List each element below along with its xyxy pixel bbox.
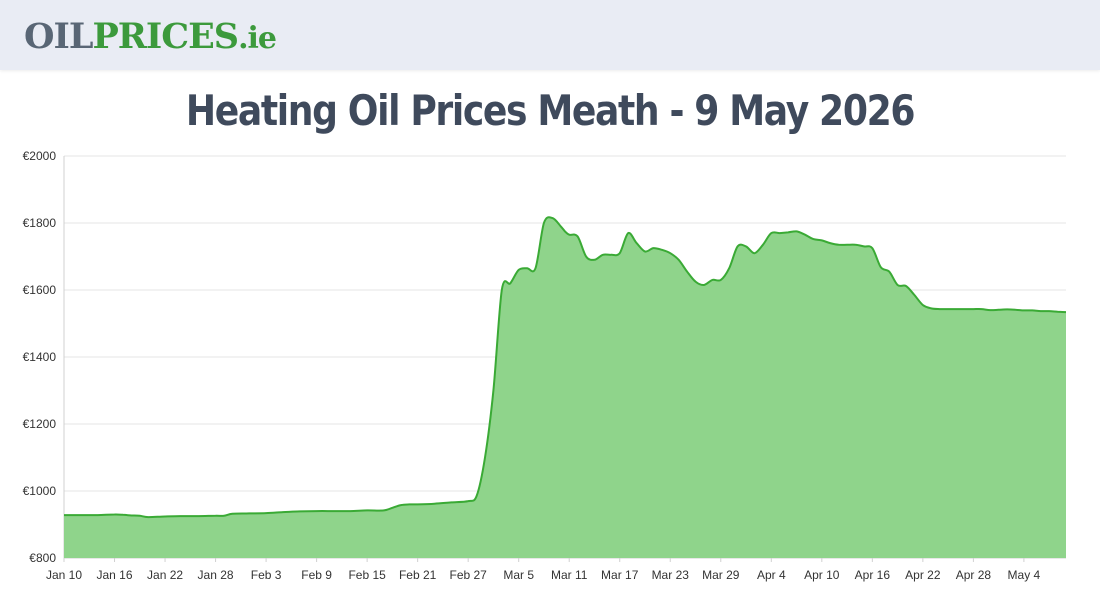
x-tick-label: Apr 16 bbox=[855, 568, 891, 582]
x-tick-label: Jan 28 bbox=[198, 568, 234, 582]
x-tick-label: Apr 28 bbox=[956, 568, 992, 582]
x-tick-label: Mar 23 bbox=[652, 568, 690, 582]
y-tick-label: €1800 bbox=[23, 216, 57, 230]
y-tick-label: €1600 bbox=[23, 283, 57, 297]
x-tick-label: Mar 11 bbox=[551, 568, 588, 582]
logo-text-oil: OIL bbox=[24, 16, 93, 57]
x-tick-label: May 4 bbox=[1008, 568, 1041, 582]
x-tick-label: Jan 16 bbox=[97, 568, 133, 582]
x-tick-label: Feb 27 bbox=[449, 568, 487, 582]
x-tick-label: Mar 29 bbox=[702, 568, 740, 582]
x-tick-label: Apr 4 bbox=[757, 568, 786, 582]
x-tick-label: Jan 10 bbox=[46, 568, 82, 582]
site-logo[interactable]: OILPRICES.ie bbox=[24, 16, 277, 59]
y-tick-label: €1200 bbox=[23, 417, 57, 431]
x-tick-label: Jan 22 bbox=[147, 568, 183, 582]
header-bar: OILPRICES.ie bbox=[0, 0, 1100, 70]
x-tick-label: Feb 15 bbox=[348, 568, 386, 582]
x-tick-label: Feb 3 bbox=[251, 568, 282, 582]
x-tick-label: Feb 21 bbox=[399, 568, 437, 582]
y-tick-label: €1400 bbox=[23, 350, 57, 364]
x-tick-label: Apr 10 bbox=[804, 568, 840, 582]
logo-text-prices: PRICES bbox=[92, 16, 239, 57]
y-tick-label: €800 bbox=[29, 551, 56, 565]
logo-text-domain: .ie bbox=[238, 21, 277, 56]
chart-title: Heating Oil Prices Meath - 9 May 2026 bbox=[185, 86, 916, 135]
x-tick-label: Apr 22 bbox=[905, 568, 941, 582]
x-tick-label: Mar 17 bbox=[601, 568, 639, 582]
y-tick-label: €1000 bbox=[23, 484, 57, 498]
x-tick-label: Mar 5 bbox=[503, 568, 534, 582]
price-line bbox=[63, 216, 1067, 519]
y-tick-label: €2000 bbox=[23, 149, 57, 163]
price-area bbox=[64, 217, 1066, 558]
x-tick-label: Feb 9 bbox=[301, 568, 332, 582]
